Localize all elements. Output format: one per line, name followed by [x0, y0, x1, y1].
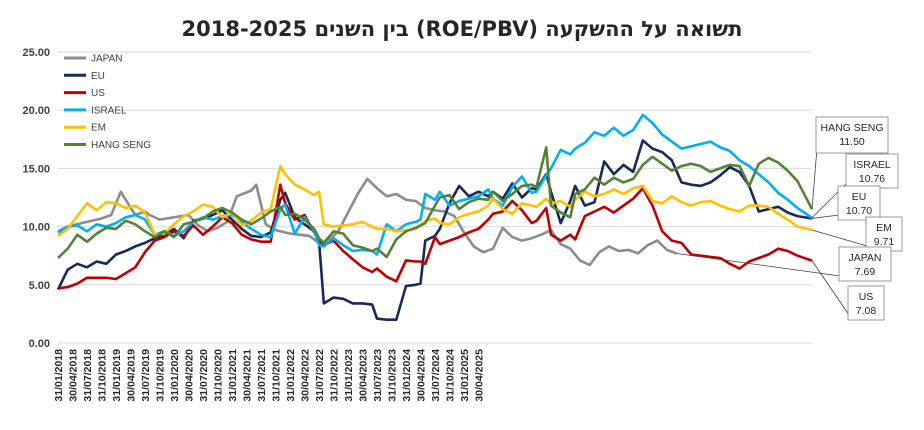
x-tick-label: 30/04/2025: [474, 349, 486, 402]
callout-leader: [811, 214, 840, 219]
callout-leader: [811, 147, 818, 210]
x-tick-label: 30/04/2024: [416, 349, 428, 402]
x-tick-label: 31/10/2019: [155, 349, 167, 402]
x-tick-label: 31/01/2021: [227, 349, 239, 402]
y-tick-label: 20.00: [22, 105, 50, 117]
x-tick-label: 31/01/2020: [169, 349, 181, 402]
callout-box: [837, 185, 881, 221]
callout-name: ISRAEL: [853, 159, 891, 171]
x-tick-label: 30/04/2021: [242, 349, 254, 402]
chart-title: תשואה על ההשקעה (ROE/PBV) בין השנים 2018…: [182, 17, 743, 41]
x-axis-ticks: 31/01/2018 30/04/2018 31/07/2018 31/10/2018…: [53, 349, 486, 402]
x-tick-label: 31/07/2018: [82, 349, 94, 402]
x-tick-label: 30/04/2022: [300, 349, 312, 402]
end-value-callouts: HANG SENG 11.50 ISRAEL 10.76 EU 10.70 EM 9.71 JA…: [676, 116, 903, 321]
x-tick-label: 31/01/2019: [111, 349, 123, 402]
series-line-hang-seng: [57, 146, 814, 259]
x-tick-label: 31/01/2023: [343, 349, 355, 402]
x-tick-label: 31/10/2020: [213, 349, 225, 402]
callout-box: [815, 116, 889, 154]
y-tick-label: 15.00: [22, 163, 50, 175]
series-line-eu: [56, 139, 813, 321]
legend-label: EU: [91, 71, 105, 82]
legend: JAPAN EU US ISRAEL EM HANG SENG: [64, 54, 151, 151]
legend-label: HANG SENG: [91, 140, 151, 151]
x-tick-label: 31/07/2020: [198, 349, 210, 402]
x-tick-label: 31/07/2023: [372, 349, 384, 402]
callout-name: US: [859, 291, 874, 303]
callout-name: HANG SENG: [820, 122, 883, 134]
series-line-em: [57, 164, 813, 237]
x-tick-label: 31/07/2022: [314, 349, 326, 402]
callout-value: 7.69: [855, 266, 876, 278]
callout-box: [838, 246, 892, 282]
x-tick-label: 31/10/2023: [387, 349, 399, 402]
series-line-japan: [57, 177, 678, 267]
callout-leader: [811, 229, 868, 247]
callout-box: [847, 285, 885, 321]
y-tick-label: 10.00: [22, 222, 50, 234]
callout-name: EM: [876, 222, 892, 234]
y-tick-label: 25.00: [22, 47, 50, 59]
legend-label: ISRAEL: [91, 105, 127, 116]
x-tick-label: 31/10/2022: [329, 349, 341, 402]
y-axis-ticks: 0.00 5.00 10.00 15.00 20.00 25.00: [22, 47, 50, 350]
y-tick-label: 5.00: [29, 280, 50, 292]
series-line-us: [57, 183, 813, 290]
callout-value: 7.08: [856, 305, 877, 317]
callout-value: 11.50: [839, 136, 865, 148]
callout-value: 9.71: [874, 236, 895, 248]
x-tick-label: 31/10/2018: [97, 349, 109, 402]
x-tick-label: 31/07/2024: [430, 349, 442, 402]
callout-box: [865, 216, 903, 252]
x-tick-label: 31/10/2021: [271, 349, 283, 402]
series-lines: [56, 113, 814, 321]
legend-label: JAPAN: [91, 54, 123, 65]
x-tick-label: 31/10/2024: [445, 349, 457, 402]
gridlines: [58, 51, 812, 344]
x-tick-label: 31/07/2019: [140, 349, 152, 402]
x-tick-label: 30/04/2023: [358, 349, 370, 402]
legend-label: US: [91, 88, 105, 99]
legend-label: EM: [91, 123, 106, 134]
callout-name: JAPAN: [848, 252, 881, 264]
callout-name: EU: [852, 191, 867, 203]
callout-value: 10.70: [846, 205, 872, 217]
y-tick-label: 0.00: [29, 338, 50, 350]
x-tick-label: 30/04/2019: [126, 349, 138, 402]
x-tick-label: 30/04/2020: [184, 349, 196, 402]
callout-box: [845, 153, 899, 189]
callout-leader: [676, 253, 841, 277]
callout-leader: [811, 260, 850, 316]
x-tick-label: 31/01/2022: [285, 349, 297, 402]
x-tick-label: 31/01/2024: [401, 349, 413, 402]
x-tick-label: 30/04/2018: [68, 349, 80, 402]
x-tick-label: 31/01/2025: [459, 349, 471, 402]
x-tick-label: 31/07/2021: [256, 349, 268, 402]
callout-value: 10.76: [859, 173, 885, 185]
x-tick-label: 31/01/2018: [53, 349, 65, 402]
